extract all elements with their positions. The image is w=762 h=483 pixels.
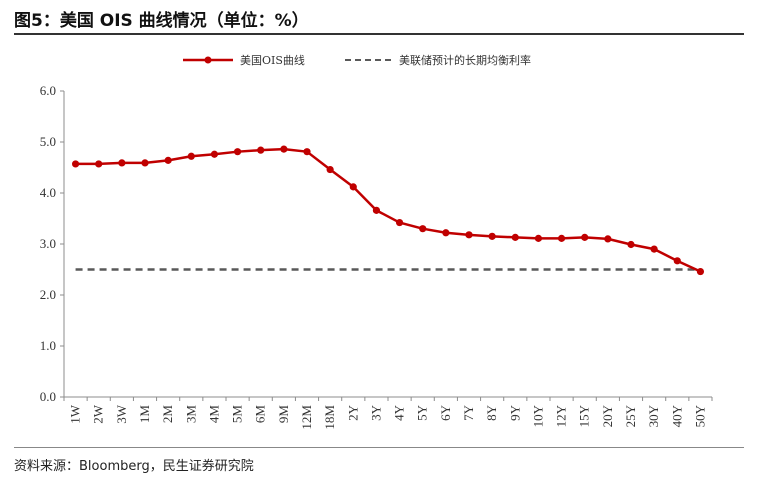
series-line-ois [75,147,701,273]
data-point-ois [442,229,450,237]
x-tick-label: 20Y [600,404,615,427]
legend: 美国OIS曲线 美联储预计的长期均衡利率 [183,53,531,67]
data-point-ois [95,160,103,168]
source-note: 资料来源：Bloomberg，民生证券研究院 [14,459,254,474]
data-point-ois [627,240,635,249]
x-tick-label: 10Y [530,404,545,427]
data-point-ois [395,218,404,227]
x-tick-label: 30Y [646,404,661,427]
data-point-ois [650,245,658,253]
data-point-ois [71,160,80,168]
data-point-ois [164,156,172,164]
data-point-ois [604,235,612,243]
x-tick-label: 50Y [692,404,707,427]
x-tick-label: 6Y [438,404,453,421]
data-point-ois [511,233,519,241]
y-tick-label: 6.0 [40,83,56,98]
data-point-ois [557,234,566,242]
y-tick-label: 2.0 [40,287,56,302]
data-point-ois [187,152,195,160]
x-tick-label: 12Y [554,404,569,427]
x-tick-label: 7Y [461,404,476,421]
y-tick-label: 5.0 [40,134,56,149]
x-tick-label: 2M [160,405,175,424]
x-tick-label: 8Y [484,404,499,421]
data-point-ois [581,233,589,241]
y-tick-label: 1.0 [40,338,56,353]
x-tick-label: 9M [276,405,291,424]
data-point-ois [673,257,681,265]
x-tick-label: 1W [68,404,83,424]
data-point-ois [118,159,126,167]
title-rule [14,33,744,35]
legend-label-neutral-rate: 美联储预计的长期均衡利率 [399,53,531,67]
data-point-ois [257,146,265,154]
data-point-ois [280,145,288,153]
y-tick-label: 4.0 [40,185,56,200]
figure-title: 图5：美国 OIS 曲线情况（单位：%） [14,11,309,31]
data-point-ois [349,183,357,191]
x-tick-label: 4Y [392,404,407,421]
x-tick-label: 3M [183,405,198,424]
data-point-ois [326,165,334,174]
data-point-ois [488,232,496,240]
data-point-ois [419,225,427,233]
x-tick-label: 15Y [577,404,592,427]
x-tick-label: 2W [91,404,106,424]
x-tick-label: 2Y [345,404,360,421]
x-tick-label: 18M [322,405,337,430]
y-tick-label: 0.0 [40,389,56,404]
data-point-ois [141,159,149,167]
legend-marker-ois [204,56,212,64]
legend-label-ois: 美国OIS曲线 [240,53,305,67]
data-point-ois [210,150,219,158]
y-tick-label: 3.0 [40,236,56,251]
data-point-ois [372,206,381,214]
data-point-ois [465,231,473,239]
x-tick-label: 5M [230,405,245,424]
x-tick-label: 5Y [415,404,430,421]
x-tick-label: 3W [114,404,129,424]
data-point-ois [534,234,543,242]
x-tick-label: 25Y [623,404,638,427]
source-rule [14,447,744,448]
x-tick-label: 3Y [368,404,383,421]
x-tick-label: 40Y [669,404,684,427]
x-tick-label: 1M [137,405,152,424]
series-layer [71,145,705,276]
data-point-ois [303,148,311,156]
x-tick-label: 4M [206,405,221,424]
x-tick-label: 9Y [507,404,522,421]
x-tick-label: 12M [299,405,314,430]
data-point-ois [696,267,705,276]
data-point-ois [233,148,242,156]
x-tick-label: 6M [253,405,268,424]
axes: 0.0 1.0 2.0 3.0 4.0 5.0 6.0 1W 2W 3W 1M 2M 3M 4M 5M 6M 9… [40,83,713,430]
